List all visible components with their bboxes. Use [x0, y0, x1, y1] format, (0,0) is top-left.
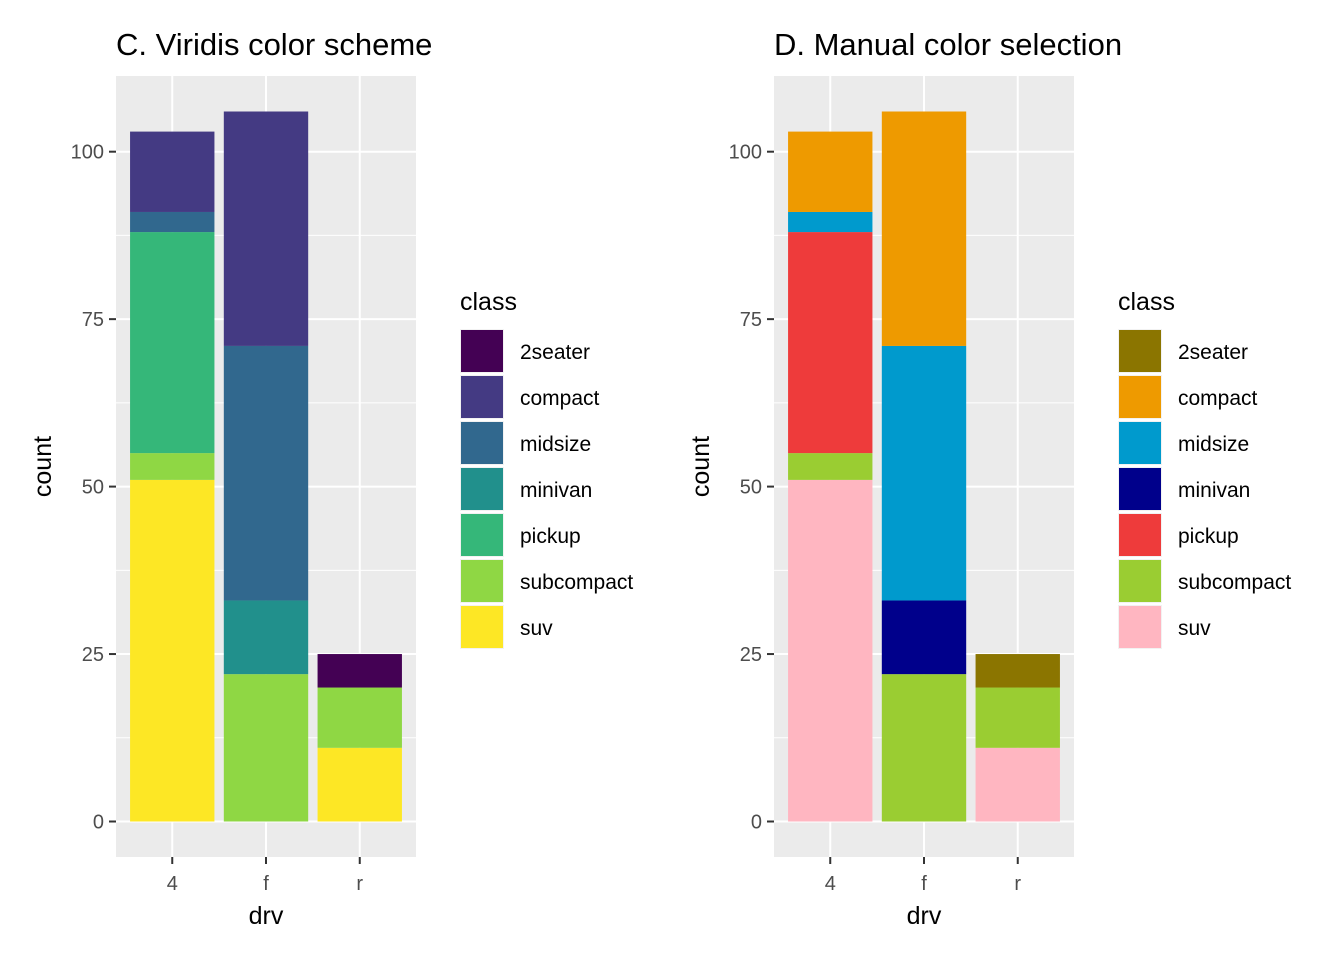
- bar-subcompact-4: [788, 453, 873, 480]
- bar-suv-4: [130, 479, 215, 822]
- chart-title: D. Manual color selection: [774, 27, 1122, 62]
- bar-minivan-f: [223, 600, 309, 675]
- legend-swatch-midsize: [461, 422, 503, 464]
- legend-label: 2seater: [1178, 341, 1248, 364]
- bar-midsize-4: [788, 211, 873, 233]
- legend-label: minivan: [520, 479, 592, 502]
- legend-label: midsize: [1178, 433, 1249, 456]
- bar-pickup-4: [788, 232, 873, 454]
- y-tick-label: 75: [82, 309, 104, 331]
- chart-panel-1: 0 25 50 75 100 4 f r D. Manual color selection dr…: [687, 27, 1291, 930]
- bar-midsize-f: [881, 345, 967, 601]
- legend-swatch-compact: [1119, 376, 1161, 418]
- bar-subcompact-r: [975, 687, 1060, 748]
- legend-label: pickup: [520, 525, 581, 548]
- bar-compact-f: [881, 111, 967, 346]
- bar-suv-r: [975, 747, 1060, 822]
- x-tick-label: 4: [825, 873, 836, 895]
- chart-title: C. Viridis color scheme: [116, 27, 432, 62]
- y-tick-label: 50: [82, 477, 104, 499]
- legend-label: suv: [1178, 617, 1211, 640]
- legend-label: compact: [1178, 387, 1258, 410]
- x-tick-label: r: [1014, 873, 1021, 895]
- bar-minivan-f: [881, 600, 967, 675]
- legend-swatch-pickup: [1119, 514, 1161, 556]
- bar-suv-r: [317, 747, 402, 822]
- legend-swatch-compact: [461, 376, 503, 418]
- legend-swatch-subcompact: [1119, 560, 1161, 602]
- x-axis-title: drv: [249, 902, 284, 930]
- y-tick-label: 100: [729, 142, 762, 164]
- bar-midsize-4: [130, 211, 215, 233]
- bar-subcompact-r: [317, 687, 402, 748]
- y-tick-label: 75: [740, 309, 762, 331]
- bar-compact-4: [130, 131, 215, 212]
- legend-label: midsize: [520, 433, 591, 456]
- y-tick-label: 25: [82, 644, 104, 666]
- legend-swatch-suv: [1119, 606, 1161, 648]
- x-tick-label: r: [356, 873, 363, 895]
- legend-swatch-subcompact: [461, 560, 503, 602]
- legend-title: class: [1118, 288, 1175, 316]
- x-tick-label: f: [921, 873, 927, 895]
- bar-subcompact-f: [223, 674, 309, 822]
- legend-swatch-2seater: [461, 330, 503, 372]
- y-tick-label: 0: [751, 812, 762, 834]
- legend-label: subcompact: [1178, 571, 1291, 594]
- legend-swatch-minivan: [1119, 468, 1161, 510]
- bar-pickup-4: [130, 232, 215, 454]
- y-tick-label: 50: [740, 477, 762, 499]
- bar-compact-4: [788, 131, 873, 212]
- legend-swatch-pickup: [461, 514, 503, 556]
- bar-2seater-r: [317, 654, 402, 688]
- chart-panel-0: 0 25 50 75 100 4 f r C. Viridis color scheme drv c…: [29, 27, 633, 930]
- x-tick-label: 4: [167, 873, 178, 895]
- bar-subcompact-f: [881, 674, 967, 822]
- x-axis-title: drv: [907, 902, 942, 930]
- y-tick-label: 0: [93, 812, 104, 834]
- legend-label: subcompact: [520, 571, 633, 594]
- legend-swatch-suv: [461, 606, 503, 648]
- bar-suv-4: [788, 479, 873, 822]
- y-axis-title: count: [687, 436, 715, 497]
- bar-subcompact-4: [130, 453, 215, 480]
- legend-label: 2seater: [520, 341, 590, 364]
- legend-swatch-midsize: [1119, 422, 1161, 464]
- y-axis-title: count: [29, 436, 57, 497]
- x-tick-label: f: [263, 873, 269, 895]
- legend-label: compact: [520, 387, 600, 410]
- legend-swatch-2seater: [1119, 330, 1161, 372]
- legend-label: suv: [520, 617, 553, 640]
- y-tick-label: 100: [71, 142, 104, 164]
- bar-2seater-r: [975, 654, 1060, 688]
- legend-label: pickup: [1178, 525, 1239, 548]
- bar-midsize-f: [223, 345, 309, 601]
- y-tick-label: 25: [740, 644, 762, 666]
- legend-swatch-minivan: [461, 468, 503, 510]
- legend-title: class: [460, 288, 517, 316]
- legend-label: minivan: [1178, 479, 1250, 502]
- bar-compact-f: [223, 111, 309, 346]
